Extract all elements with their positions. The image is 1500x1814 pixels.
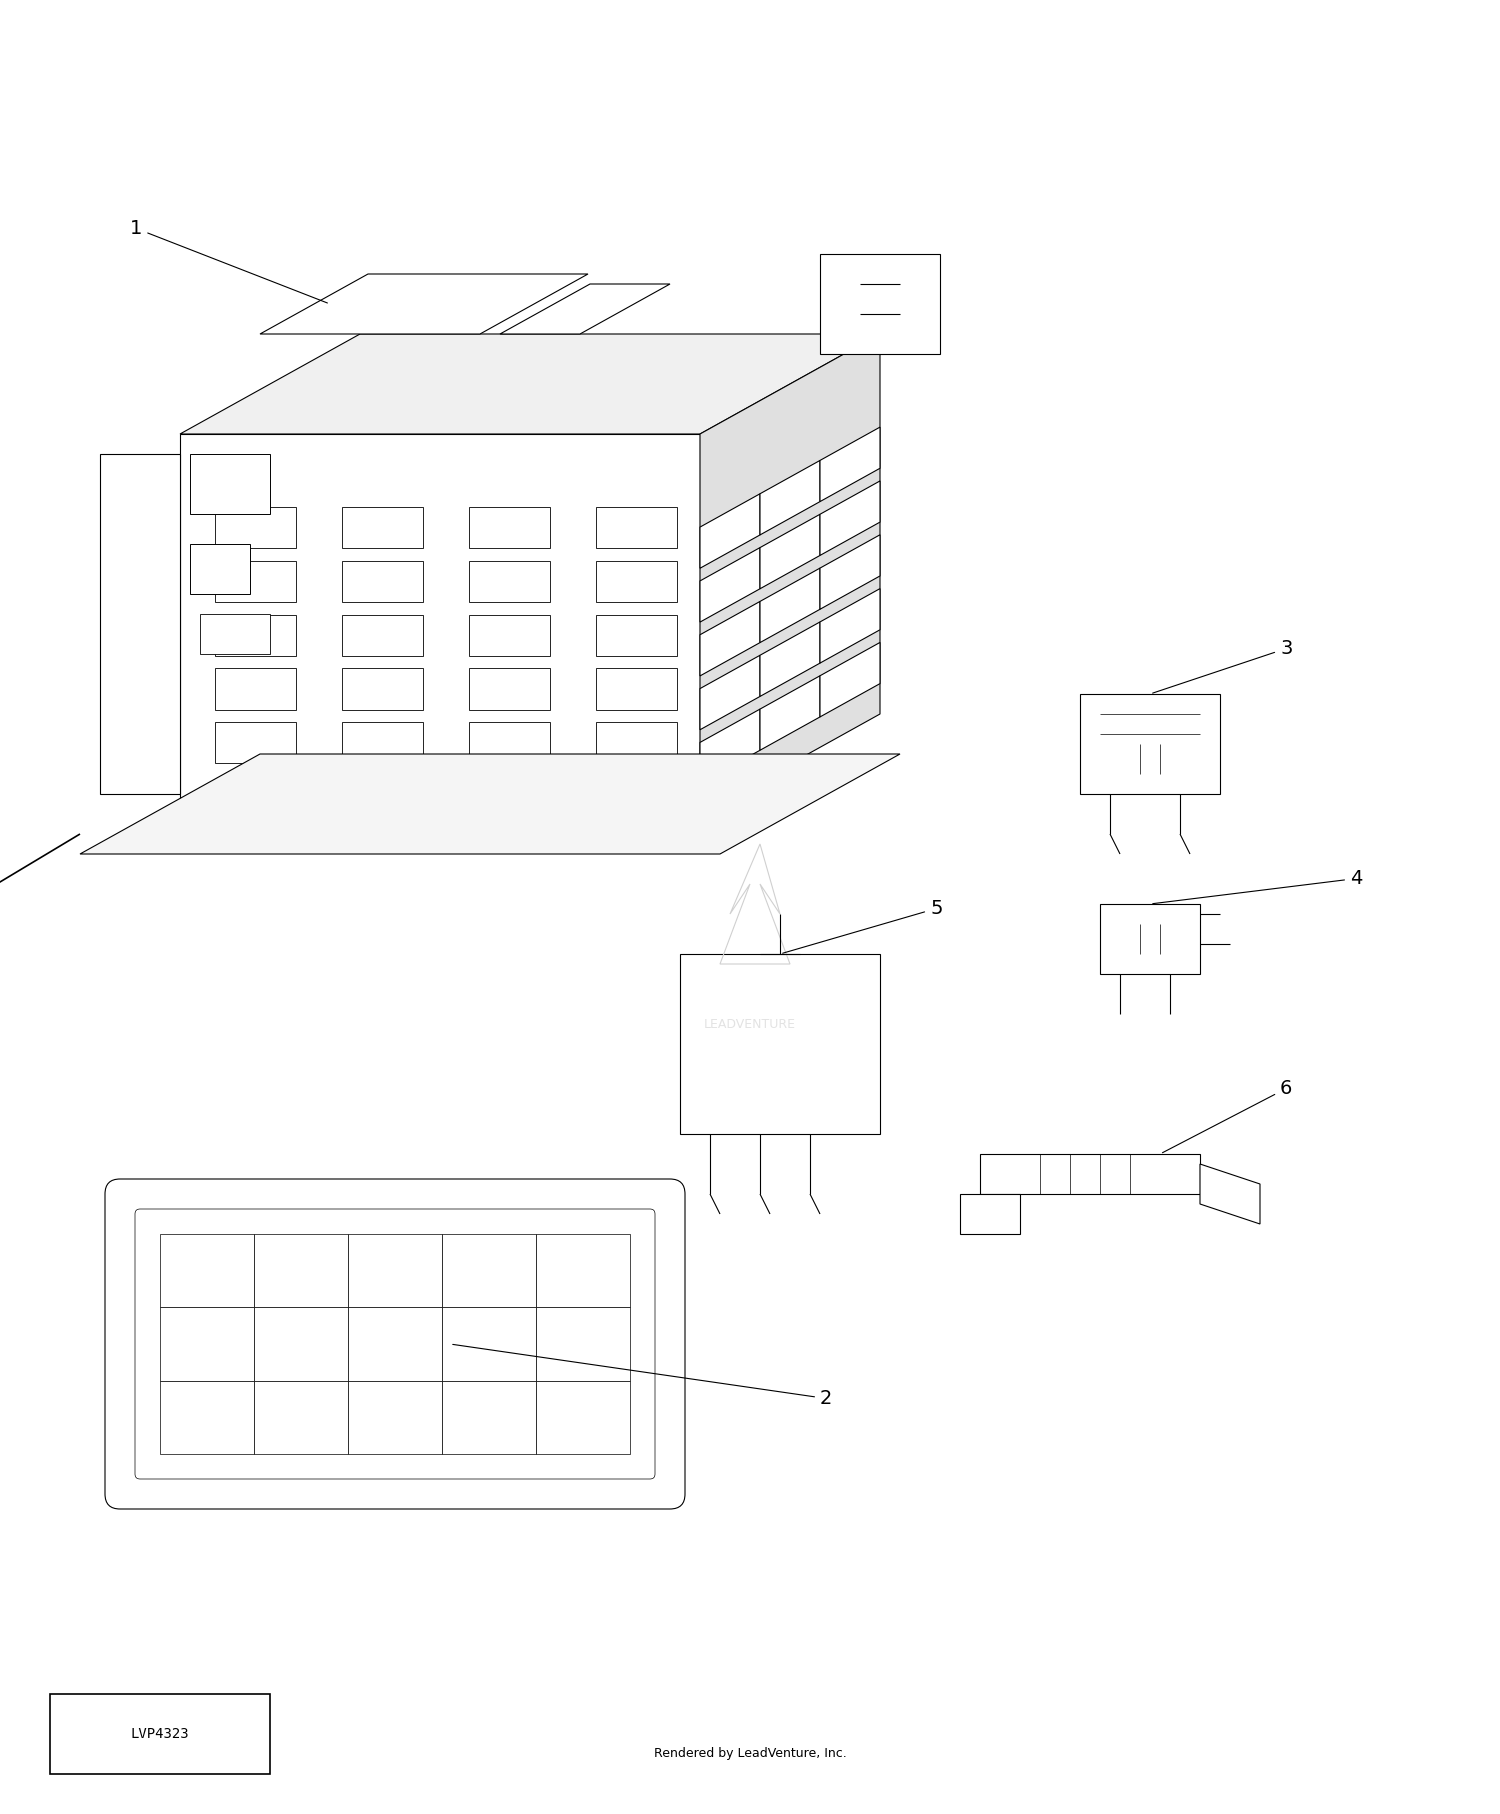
Polygon shape bbox=[760, 622, 820, 697]
Bar bbox=[348, 1234, 442, 1308]
Polygon shape bbox=[760, 461, 820, 535]
Bar bbox=[190, 454, 270, 513]
Bar bbox=[190, 544, 250, 593]
Text: LVP4323: LVP4323 bbox=[130, 1727, 189, 1741]
Polygon shape bbox=[700, 655, 760, 729]
Bar bbox=[1100, 903, 1200, 974]
Bar bbox=[254, 1380, 348, 1455]
Polygon shape bbox=[700, 334, 880, 814]
Polygon shape bbox=[821, 588, 880, 664]
Text: 4: 4 bbox=[1154, 869, 1362, 903]
Bar bbox=[536, 1380, 630, 1455]
Polygon shape bbox=[760, 513, 820, 590]
Bar bbox=[596, 561, 676, 602]
Text: 1: 1 bbox=[130, 219, 327, 303]
Bar bbox=[160, 1234, 254, 1308]
Polygon shape bbox=[821, 535, 880, 610]
Bar bbox=[214, 615, 296, 655]
Bar bbox=[1080, 695, 1220, 795]
Polygon shape bbox=[821, 254, 940, 354]
Bar bbox=[470, 615, 550, 655]
Polygon shape bbox=[821, 481, 880, 555]
Bar bbox=[470, 506, 550, 548]
Bar bbox=[214, 668, 296, 709]
FancyBboxPatch shape bbox=[50, 1694, 270, 1774]
Bar bbox=[160, 1308, 254, 1380]
Text: Rendered by LeadVenture, Inc.: Rendered by LeadVenture, Inc. bbox=[654, 1747, 846, 1761]
Polygon shape bbox=[700, 602, 760, 677]
Polygon shape bbox=[760, 677, 820, 751]
Bar bbox=[254, 1234, 348, 1308]
Polygon shape bbox=[180, 334, 880, 434]
Polygon shape bbox=[760, 568, 820, 642]
Text: 2: 2 bbox=[453, 1344, 833, 1408]
Polygon shape bbox=[260, 274, 588, 334]
Bar bbox=[214, 561, 296, 602]
Bar bbox=[214, 506, 296, 548]
Bar bbox=[680, 954, 880, 1134]
Polygon shape bbox=[500, 285, 670, 334]
Bar bbox=[342, 506, 423, 548]
Bar bbox=[470, 561, 550, 602]
Bar bbox=[596, 615, 676, 655]
Bar bbox=[442, 1234, 536, 1308]
Bar bbox=[342, 615, 423, 655]
Text: 3: 3 bbox=[1152, 639, 1293, 693]
Bar bbox=[342, 722, 423, 764]
Bar bbox=[596, 506, 676, 548]
Bar bbox=[596, 722, 676, 764]
Polygon shape bbox=[700, 493, 760, 568]
Polygon shape bbox=[700, 548, 760, 622]
Bar bbox=[160, 1380, 254, 1455]
Polygon shape bbox=[821, 426, 880, 502]
Polygon shape bbox=[821, 642, 880, 717]
Bar bbox=[348, 1380, 442, 1455]
Polygon shape bbox=[100, 454, 180, 795]
Bar bbox=[342, 561, 423, 602]
Bar bbox=[442, 1380, 536, 1455]
Polygon shape bbox=[700, 709, 760, 784]
Bar bbox=[214, 722, 296, 764]
Bar bbox=[596, 668, 676, 709]
Bar bbox=[470, 722, 550, 764]
Polygon shape bbox=[1200, 1165, 1260, 1224]
Bar bbox=[200, 613, 270, 655]
Bar bbox=[536, 1234, 630, 1308]
Polygon shape bbox=[980, 1154, 1200, 1194]
Bar bbox=[254, 1308, 348, 1380]
Bar bbox=[536, 1308, 630, 1380]
Bar bbox=[348, 1308, 442, 1380]
Bar bbox=[470, 668, 550, 709]
Text: LEADVENTURE: LEADVENTURE bbox=[704, 1018, 797, 1030]
Polygon shape bbox=[80, 755, 900, 854]
FancyBboxPatch shape bbox=[105, 1179, 686, 1509]
Polygon shape bbox=[180, 434, 700, 814]
Bar bbox=[442, 1308, 536, 1380]
Text: 6: 6 bbox=[1162, 1079, 1293, 1152]
Text: 5: 5 bbox=[783, 900, 942, 952]
FancyBboxPatch shape bbox=[135, 1208, 656, 1478]
Polygon shape bbox=[960, 1194, 1020, 1234]
Bar bbox=[342, 668, 423, 709]
